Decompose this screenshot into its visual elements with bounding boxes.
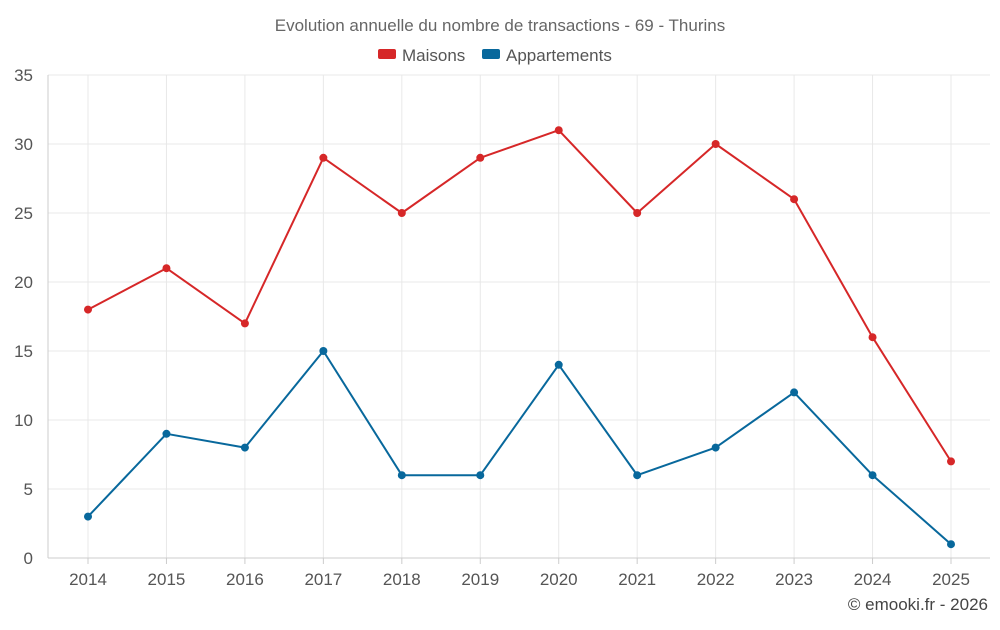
data-point-maisons[interactable] [476,153,485,162]
data-point-appartements[interactable] [868,471,877,480]
y-tick-label: 30 [14,135,33,154]
y-tick-label: 0 [24,549,33,568]
x-tick-label: 2019 [461,570,499,589]
data-point-appartements[interactable] [554,360,563,369]
y-tick-label: 10 [14,411,33,430]
chart-title: Evolution annuelle du nombre de transact… [275,16,725,35]
data-point-maisons[interactable] [868,333,877,342]
data-point-appartements[interactable] [790,388,799,397]
data-point-appartements[interactable] [633,471,642,480]
series-line-maisons [87,129,952,462]
data-point-maisons[interactable] [947,457,955,466]
y-tick-label: 25 [14,204,33,223]
data-point-appartements[interactable] [162,429,171,438]
series-line-appartements [87,350,952,545]
data-point-appartements[interactable] [240,443,249,452]
data-point-appartements[interactable] [711,443,720,452]
data-point-maisons[interactable] [84,305,92,314]
y-tick-label: 35 [14,66,33,85]
legend-label-maisons: Maisons [402,46,465,65]
x-tick-label: 2016 [226,570,264,589]
data-point-maisons[interactable] [554,126,563,135]
x-tick-label: 2023 [775,570,813,589]
x-tick-label: 2020 [540,570,578,589]
x-tick-label: 2025 [932,570,970,589]
data-point-appartements[interactable] [84,512,92,521]
legend-item-maisons[interactable]: Maisons [378,46,465,65]
data-point-maisons[interactable] [790,195,799,204]
x-tick-label: 2021 [618,570,656,589]
series-appartements [84,347,955,549]
data-point-maisons[interactable] [162,264,171,273]
y-tick-label: 20 [14,273,33,292]
x-tick-label: 2017 [304,570,342,589]
data-point-maisons[interactable] [240,319,249,328]
credit-text: © emooki.fr - 2026 [848,595,988,614]
data-point-maisons[interactable] [397,209,406,217]
data-point-maisons[interactable] [633,209,642,217]
series-maisons [84,126,955,466]
grid [48,74,990,558]
legend-swatch-appartements [482,49,500,59]
data-point-appartements[interactable] [947,540,955,549]
legend-label-appartements: Appartements [506,46,612,65]
series [84,126,955,549]
x-tick-label: 2014 [69,570,107,589]
data-point-appartements[interactable] [476,471,485,480]
y-tick-label: 5 [24,480,33,499]
x-tick-label: 2022 [697,570,735,589]
data-point-appartements[interactable] [319,347,328,355]
legend-item-appartements[interactable]: Appartements [482,46,612,65]
data-point-maisons[interactable] [319,153,328,162]
x-tick-label: 2018 [383,570,421,589]
data-point-appartements[interactable] [397,471,406,480]
x-tick-label: 2024 [854,570,892,589]
legend-swatch-maisons [378,49,396,59]
legend: Maisons Appartements [378,46,612,65]
x-tick-label: 2015 [148,570,186,589]
data-point-maisons[interactable] [711,140,720,148]
y-tick-label: 15 [14,342,33,361]
